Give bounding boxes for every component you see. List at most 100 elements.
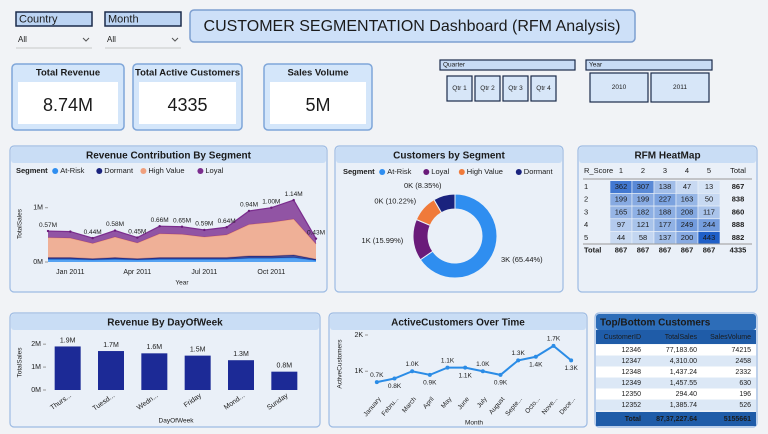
slicer-option[interactable]: Qtr 4 xyxy=(536,85,551,92)
panel-title: Revenue By DayOfWeek xyxy=(107,318,223,329)
data-label: 1.9M xyxy=(60,337,76,344)
table-row xyxy=(596,355,756,367)
data-label: 1.1K xyxy=(458,372,472,379)
table-header: 4 xyxy=(685,166,689,175)
panel-title: Top/Bottom Customers xyxy=(600,318,711,329)
total-point xyxy=(314,237,318,240)
table-total: Total xyxy=(584,245,601,254)
total-point xyxy=(270,206,273,209)
table-cell: 97 xyxy=(617,220,625,229)
data-label: 1.5M xyxy=(190,346,206,353)
table-header: R_Score xyxy=(584,166,613,175)
data-label: 1.3M xyxy=(233,351,249,358)
slicer-button[interactable] xyxy=(502,75,529,102)
table-cell: 1 xyxy=(584,182,588,191)
x-tick-label: Oct 2011 xyxy=(257,269,285,276)
data-label: 1.7K xyxy=(547,336,561,343)
table-header: 5 xyxy=(707,166,711,175)
y-axis-title: TotalSales xyxy=(17,347,24,378)
data-label: 0.9K xyxy=(423,380,437,387)
legend-label: High Value xyxy=(467,167,503,176)
slicer-button[interactable] xyxy=(474,75,501,102)
table-row xyxy=(596,399,756,411)
y-tick-label: 0M xyxy=(31,387,41,394)
slicer-option[interactable]: 2011 xyxy=(673,84,687,91)
panel-title: RFM HeatMap xyxy=(634,151,700,162)
line-point xyxy=(516,358,521,363)
filter-value[interactable]: All xyxy=(18,35,27,44)
table-header: CustomerID xyxy=(604,334,641,341)
table-cell: 138 xyxy=(659,182,672,191)
table-cell: 200 xyxy=(681,233,694,242)
table-cell: 199 xyxy=(637,195,650,204)
donut-slice xyxy=(419,193,498,279)
slicer-option[interactable]: Qtr 2 xyxy=(480,85,495,92)
table-header: 2 xyxy=(641,166,645,175)
legend-marker xyxy=(379,169,386,175)
data-label: 1.14M xyxy=(285,191,303,198)
slicer-button[interactable] xyxy=(446,75,473,102)
data-label: 1.00M xyxy=(262,198,280,205)
panel-header xyxy=(330,314,586,330)
filter-label: Month xyxy=(108,13,139,25)
table-cell: 867 xyxy=(732,182,745,191)
legend-label: Loyal xyxy=(431,167,449,176)
data-label: 0.66M xyxy=(151,217,169,224)
table-header: 3 xyxy=(663,166,667,175)
y-tick-label: 0M xyxy=(33,259,43,266)
data-label: 0.58M xyxy=(106,221,124,228)
table-total-row xyxy=(596,412,756,426)
filter-value[interactable]: All xyxy=(107,35,116,44)
slicer-label: Quarter xyxy=(443,62,466,69)
table-cell: 44 xyxy=(617,233,625,242)
total-point xyxy=(69,230,72,233)
slicer-option[interactable]: 2010 xyxy=(612,84,627,91)
dropdown-chevron[interactable] xyxy=(82,37,90,42)
data-label: 0.43M xyxy=(307,229,325,236)
bar xyxy=(228,360,254,390)
x-tick-label: Jan 2011 xyxy=(56,269,84,276)
slicer-header xyxy=(439,59,576,71)
table-cell: 307 xyxy=(637,182,650,191)
table-header-row xyxy=(596,330,756,344)
slicer-option[interactable]: Qtr 3 xyxy=(508,85,523,92)
table-cell: 117 xyxy=(703,207,715,216)
table-header: Total xyxy=(730,166,746,175)
total-point xyxy=(113,229,117,232)
data-label: 0K (10.22%) xyxy=(374,196,416,205)
total-point xyxy=(180,225,184,228)
table-total: 87,37,227.64 xyxy=(656,416,697,423)
table-cell: 50 xyxy=(705,195,713,204)
line-point xyxy=(480,369,485,374)
y-tick-label: 2K xyxy=(354,332,363,339)
table-cell: 4,310.00 xyxy=(670,358,697,365)
table-cell: 1,437.24 xyxy=(670,369,697,376)
table-total: 867 xyxy=(637,245,650,254)
table-cell: 182 xyxy=(637,207,650,216)
table-cell: 2 xyxy=(584,195,588,204)
total-point xyxy=(247,209,251,213)
table-cell: 12347 xyxy=(622,358,642,365)
table-cell: 137 xyxy=(659,233,672,242)
table-cell: 249 xyxy=(681,220,694,229)
legend-label: High Value xyxy=(148,166,184,175)
table-cell: 121 xyxy=(637,220,650,229)
data-label: 1.6M xyxy=(147,344,163,351)
table-cell: 12346 xyxy=(622,347,642,354)
slicer-button[interactable] xyxy=(650,72,710,103)
legend-marker xyxy=(140,168,147,174)
slicer-button[interactable] xyxy=(530,75,557,102)
x-tick-label: Apr 2011 xyxy=(123,269,151,276)
panel-title: Revenue Contribution By Segment xyxy=(86,151,252,162)
legend-marker xyxy=(423,169,430,175)
line-point xyxy=(551,343,556,348)
dropdown-chevron[interactable] xyxy=(171,37,179,42)
table-cell: 74215 xyxy=(732,347,752,354)
line-point xyxy=(498,372,503,377)
slicer-button[interactable] xyxy=(589,72,649,103)
table-cell: 199 xyxy=(615,195,628,204)
slicer-option[interactable]: Qtr 1 xyxy=(452,85,467,92)
data-label: 1K (15.99%) xyxy=(362,236,404,245)
line-point xyxy=(569,358,574,363)
table-row xyxy=(596,366,756,378)
